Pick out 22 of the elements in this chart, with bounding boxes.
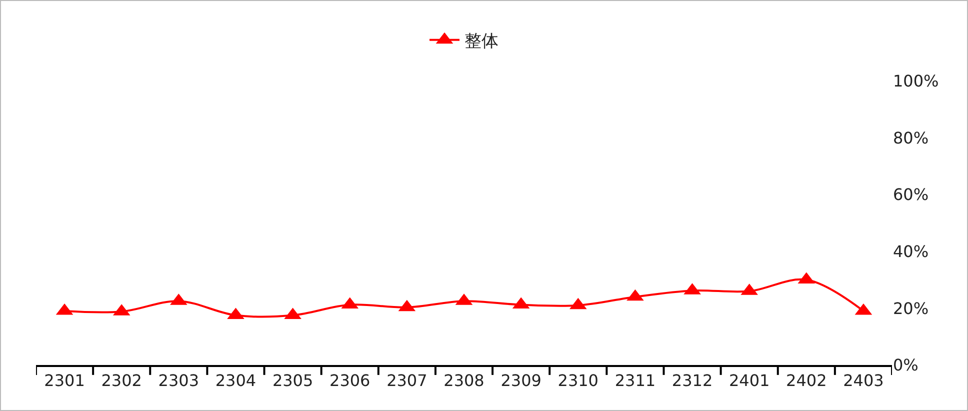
x-tick-label: 2311 (614, 371, 656, 390)
x-tick-label: 2312 (672, 371, 713, 390)
x-tick-label: 2303 (158, 371, 200, 390)
x-tick-label: 2307 (386, 371, 428, 390)
x-tick-label: 2402 (786, 371, 827, 390)
x-tick-label: 2301 (44, 371, 85, 390)
x-tick-label: 2302 (101, 371, 142, 390)
x-tick-label: 2403 (843, 371, 884, 390)
x-tick-label: 2308 (444, 371, 484, 390)
y-tick-label: 60% (893, 185, 929, 204)
x-tick-label: 2305 (272, 371, 314, 390)
x-tick-label: 2310 (558, 371, 598, 390)
x-tick-label: 2401 (728, 371, 770, 390)
y-tick-label: 80% (893, 128, 929, 148)
x-tick-label: 2306 (330, 371, 370, 390)
x-tick-label: 2304 (215, 371, 256, 390)
y-tick-label: 40% (893, 242, 929, 261)
legend-label: 整体 (464, 31, 498, 52)
y-tick-label: 0% (893, 356, 918, 375)
y-tick-label: 20% (893, 298, 929, 318)
y-tick-label: 100% (893, 72, 939, 91)
x-tick-label: 2309 (500, 371, 542, 390)
